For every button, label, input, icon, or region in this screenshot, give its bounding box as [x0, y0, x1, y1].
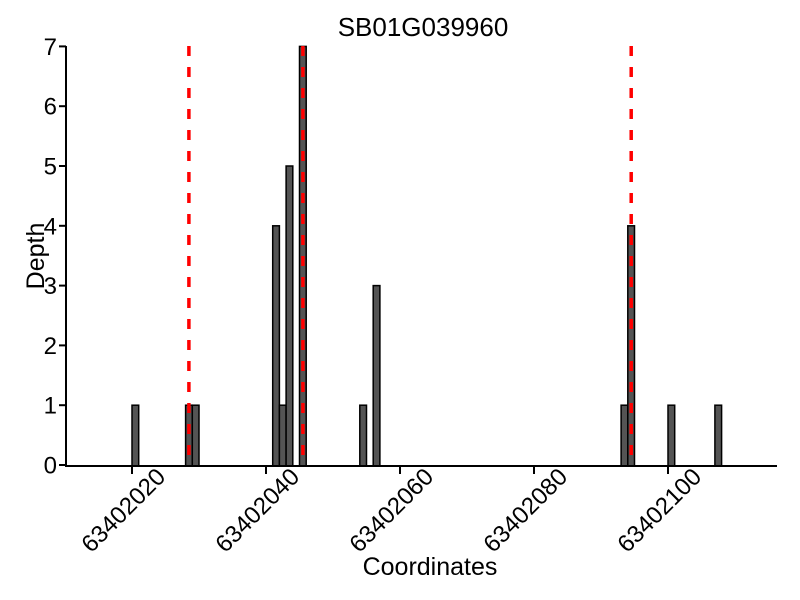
depth-bar: [271, 225, 281, 467]
depth-bar: [131, 404, 140, 467]
bars-layer: [131, 45, 723, 467]
y-tick-label: 3: [44, 273, 57, 300]
depth-bar: [184, 404, 194, 467]
x-tick-label: 63402060: [344, 463, 439, 558]
depth-bar: [359, 404, 368, 467]
x-tick-label: 63402020: [76, 463, 171, 558]
depth-bar: [285, 165, 294, 467]
y-tick-label: 6: [44, 94, 57, 121]
y-tick-label: 0: [44, 453, 57, 480]
depth-bar: [714, 404, 723, 467]
x-axis-label: Coordinates: [363, 553, 498, 581]
depth-bar: [620, 404, 629, 467]
depth-bar: [191, 404, 200, 467]
x-tick-label: 63402100: [612, 463, 707, 558]
depth-bar: [667, 404, 676, 467]
y-tick-label: 1: [44, 393, 57, 420]
axes-layer: 0 1 2 3 4 5 6 7 63402020 63402040 63402060 63402080…: [44, 34, 777, 558]
depth-bar: [372, 284, 381, 467]
x-tick-label: 63402080: [478, 463, 573, 558]
y-axis-label: Depth: [22, 223, 50, 290]
y-tick-label: 7: [44, 34, 57, 61]
depth-bar: [278, 404, 287, 467]
chart-title: SB01G039960: [338, 12, 509, 42]
dashed-boundary-lines-layer: [187, 46, 633, 465]
y-tick-label: 4: [44, 213, 57, 240]
y-tick-label: 5: [44, 154, 57, 181]
y-tick-label: 2: [44, 333, 57, 360]
x-tick-label: 63402040: [210, 463, 305, 558]
